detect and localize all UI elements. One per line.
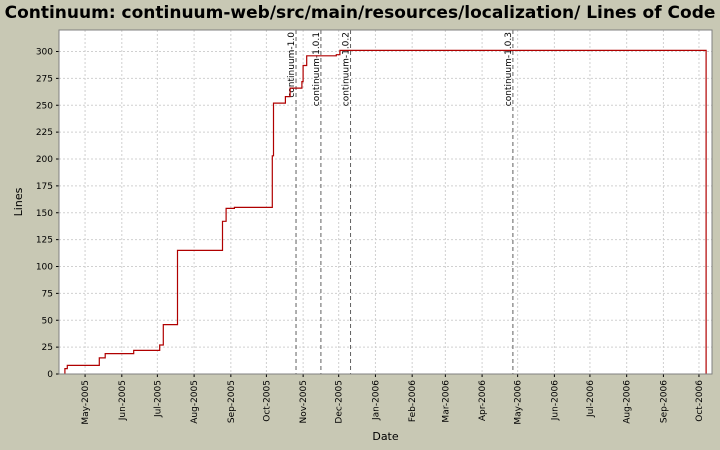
- y-tick-label: 75: [42, 289, 53, 299]
- release-marker-label: continuum-1.0: [287, 32, 297, 98]
- y-tick-label: 25: [42, 343, 53, 353]
- x-tick-label: May-2005: [81, 380, 91, 425]
- x-axis-label: Date: [372, 430, 399, 443]
- x-tick-label: May-2006: [514, 380, 524, 425]
- y-tick-label: 125: [36, 236, 53, 246]
- x-tick-label: Jan-2006: [371, 380, 381, 421]
- x-tick-label: Dec-2005: [335, 380, 345, 424]
- x-tick-label: Feb-2006: [408, 380, 418, 422]
- x-tick-label: Jul-2006: [586, 380, 596, 418]
- release-marker-label: continuum-1.0.2: [342, 32, 352, 106]
- x-tick-label: Oct-2005: [262, 380, 272, 422]
- y-tick-label: 200: [36, 155, 53, 165]
- x-tick-label: Sep-2005: [227, 380, 237, 423]
- release-marker-label: continuum-1.0.3: [504, 32, 514, 106]
- y-tick-label: 100: [36, 263, 53, 273]
- x-tick-label: Apr-2006: [478, 380, 488, 421]
- y-tick-label: 150: [36, 209, 53, 219]
- x-tick-label: Oct-2006: [695, 380, 705, 422]
- x-tick-label: Jul-2005: [153, 380, 163, 418]
- y-tick-label: 0: [47, 370, 53, 380]
- x-tick-label: Mar-2006: [441, 380, 451, 423]
- y-tick-label: 50: [42, 316, 54, 326]
- x-tick-label: Jun-2005: [118, 380, 128, 421]
- x-tick-label: Nov-2005: [299, 380, 309, 423]
- y-tick-label: 300: [36, 48, 53, 58]
- chart-title: Continuum: continuum-web/src/main/resour…: [4, 3, 716, 23]
- y-tick-label: 275: [36, 74, 53, 84]
- x-tick-label: Aug-2006: [623, 380, 633, 424]
- x-tick-label: Jun-2006: [550, 380, 560, 421]
- y-tick-label: 250: [36, 101, 53, 111]
- y-axis-label: Lines: [12, 187, 25, 216]
- plot-border: [58, 29, 713, 375]
- x-tick-label: Aug-2005: [190, 380, 200, 424]
- y-tick-label: 175: [36, 182, 53, 192]
- plot-area: [59, 30, 712, 374]
- x-tick-label: Sep-2006: [659, 380, 669, 423]
- series-line: [64, 49, 707, 374]
- y-tick-label: 225: [36, 128, 53, 138]
- release-marker-label: continuum-1.0.1: [312, 32, 322, 106]
